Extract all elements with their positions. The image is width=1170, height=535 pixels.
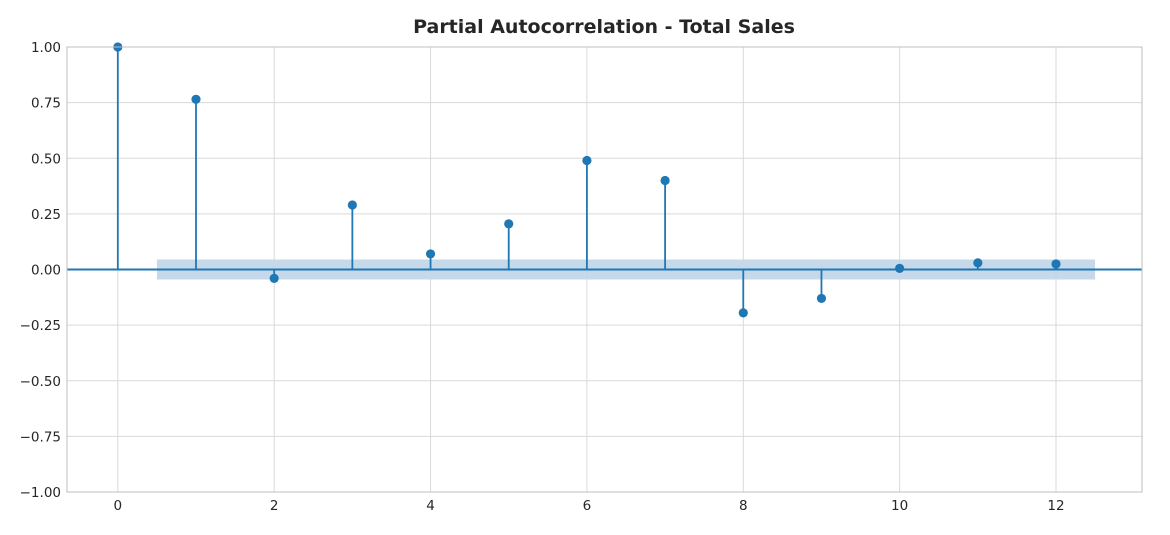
x-tick-label: 8	[739, 498, 748, 514]
stem-marker	[1051, 259, 1061, 269]
y-tick-label: 0.00	[31, 263, 61, 279]
tick-labels-layer: 1.00 0.75 0.50 0.25 0.00 −0.25 −0.50 −0.75 −1.00…	[20, 40, 1065, 514]
x-tick-label: 10	[891, 498, 908, 514]
y-tick-label: 1.00	[31, 40, 61, 56]
chart-title: Partial Autocorrelation - Total Sales	[413, 16, 795, 38]
x-tick-label: 6	[583, 498, 592, 514]
plot-frame	[66, 46, 1143, 493]
stems-layer	[113, 42, 1061, 318]
y-tick-label: 0.50	[31, 151, 61, 167]
stem-marker	[738, 308, 748, 318]
stem-marker	[425, 249, 436, 259]
stem-marker	[269, 273, 279, 283]
y-tick-label: −0.50	[20, 374, 61, 390]
x-tick-label: 2	[270, 498, 279, 514]
x-tick-label: 12	[1047, 498, 1064, 514]
stem-marker	[582, 155, 592, 166]
y-tick-label: −1.00	[20, 485, 61, 501]
stem-marker	[660, 175, 670, 186]
stem-marker	[895, 263, 905, 273]
plot-frame-layer	[66, 46, 1143, 493]
x-tick-label: 0	[114, 498, 123, 514]
y-tick-label: 0.75	[31, 96, 61, 112]
stem-marker	[191, 94, 201, 104]
x-tick-label: 4	[426, 498, 435, 514]
stem-marker	[816, 293, 827, 304]
stem-marker	[504, 219, 514, 229]
stem-marker	[973, 258, 983, 268]
stem-marker	[347, 200, 357, 210]
y-tick-label: −0.25	[20, 318, 61, 334]
y-tick-label: 0.25	[31, 207, 61, 223]
y-tick-label: −0.75	[20, 429, 61, 445]
